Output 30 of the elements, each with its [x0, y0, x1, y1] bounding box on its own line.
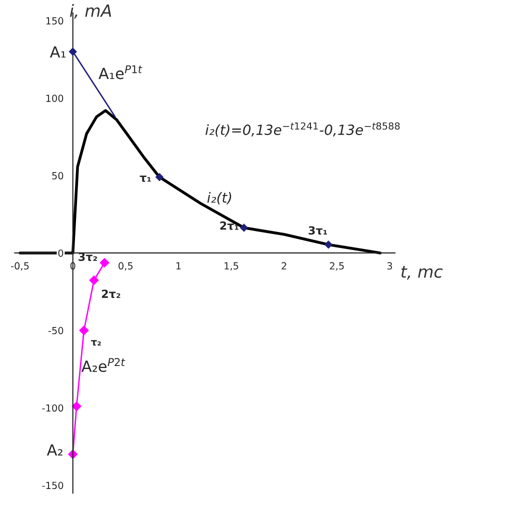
y-tick-label: 50 [52, 172, 64, 180]
point [79, 326, 89, 336]
annotation: 2τ₂ [102, 290, 120, 298]
point [72, 402, 82, 411]
x-tick-label: 2,5 [330, 262, 344, 271]
x-tick-label: 1 [176, 262, 181, 270]
x-tick-label: 2 [282, 262, 286, 270]
annotation: 3τ₁ [308, 226, 328, 235]
y-tick-label: -100 [42, 404, 64, 412]
annotation: τ₂ [91, 340, 101, 346]
y-axis-title: i, mA [70, 4, 112, 19]
annotation: τ₁ [140, 176, 151, 182]
annotation: i₂(t)=0,13e$^{−t1241}$-0,13e$^{−t8588}$ [206, 122, 400, 137]
point [89, 276, 99, 285]
annotation: A₂ [46, 444, 62, 456]
y-tick-label: 0 [58, 249, 64, 257]
x-axis-title: t, mc [401, 266, 443, 280]
x-tick-label: -0,5 [11, 262, 29, 271]
y-tick-label: -50 [48, 326, 64, 334]
point [100, 258, 110, 268]
x-tick-label: 3 [387, 262, 392, 270]
annotation: A₁ [50, 46, 66, 58]
y-tick-label: 100 [46, 94, 64, 102]
annotation: A₂e$^{P2t}$ [81, 358, 126, 372]
annotation: i₂(t) [207, 192, 232, 204]
y-tick-label: -150 [42, 482, 64, 490]
annotation: A₁e$^{P1t}$ [98, 65, 142, 80]
x-tick-label: 0,5 [118, 262, 133, 271]
y-tick-label: 150 [46, 17, 64, 25]
x-tick-label: 1,5 [224, 262, 238, 271]
